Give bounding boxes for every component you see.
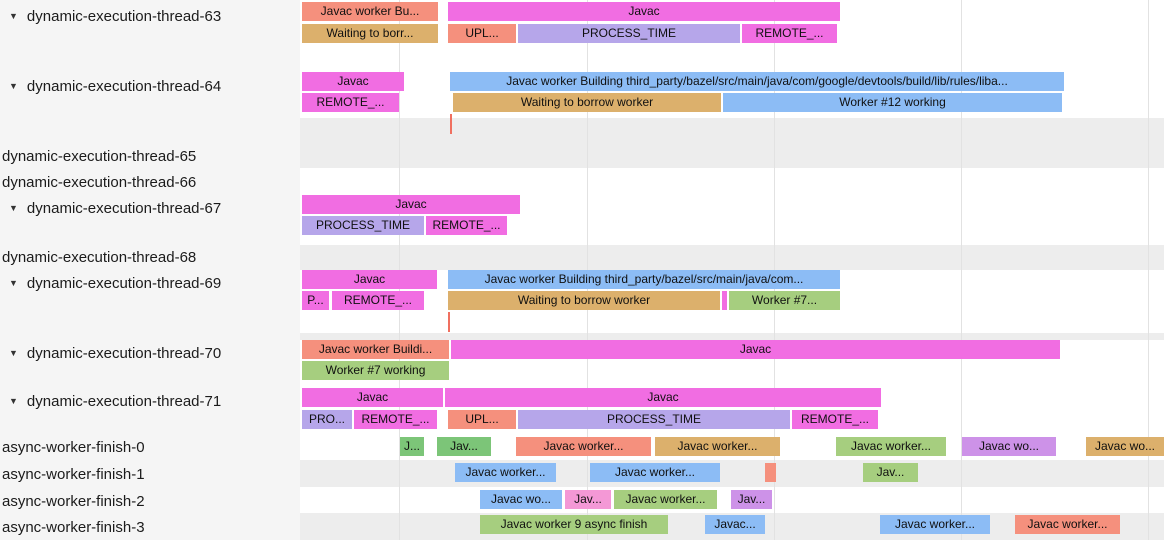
trace-event-bar[interactable]: Javac worker... bbox=[590, 463, 720, 482]
trace-instant-tick[interactable] bbox=[450, 114, 452, 134]
track-name: dynamic-execution-thread-64 bbox=[26, 77, 222, 95]
trace-event-bar[interactable]: Javac bbox=[451, 340, 1060, 359]
collapse-arrow-icon[interactable]: ▼ bbox=[9, 81, 18, 91]
collapse-arrow-icon[interactable]: ▼ bbox=[9, 396, 18, 406]
track-label[interactable]: ▼ dynamic-execution-thread-69 bbox=[0, 273, 298, 293]
track-name: async-worker-finish-2 bbox=[2, 492, 145, 510]
trace-event-bar[interactable]: Javac worker... bbox=[516, 437, 651, 456]
trace-event-bar[interactable]: PROCESS_TIME bbox=[518, 410, 790, 429]
trace-event-bar[interactable]: Javac... bbox=[705, 515, 765, 534]
trace-event-bar[interactable]: Javac bbox=[302, 72, 404, 91]
trace-event-bar[interactable]: Javac worker... bbox=[880, 515, 990, 534]
track-name: dynamic-execution-thread-65 bbox=[2, 147, 197, 165]
track-label: async-worker-finish-0 bbox=[0, 437, 300, 457]
timeline-gridline bbox=[1148, 0, 1149, 540]
trace-event-bar[interactable]: REMOTE_... bbox=[792, 410, 878, 429]
collapse-arrow-icon[interactable]: ▼ bbox=[9, 203, 18, 213]
trace-event-bar[interactable]: UPL... bbox=[448, 24, 516, 43]
trace-event-bar[interactable]: Javac bbox=[445, 388, 881, 407]
track-label: async-worker-finish-1 bbox=[0, 464, 300, 484]
trace-event-bar[interactable]: PRO... bbox=[302, 410, 352, 429]
track-name: dynamic-execution-thread-69 bbox=[26, 274, 222, 292]
trace-event-bar[interactable]: Javac worker... bbox=[836, 437, 946, 456]
track-label: dynamic-execution-thread-65 bbox=[0, 146, 300, 166]
track-label: dynamic-execution-thread-68 bbox=[0, 247, 300, 267]
trace-event-bar[interactable]: Javac worker... bbox=[655, 437, 780, 456]
trace-event-bar[interactable]: Jav... bbox=[731, 490, 772, 509]
trace-event-bar[interactable]: REMOTE_... bbox=[332, 291, 424, 310]
track-label: async-worker-finish-2 bbox=[0, 491, 300, 511]
track-label: async-worker-finish-3 bbox=[0, 517, 300, 537]
row-shading-band bbox=[300, 245, 1164, 270]
trace-event-bar[interactable]: Javac worker... bbox=[455, 463, 556, 482]
trace-event-bar[interactable]: Javac worker... bbox=[614, 490, 717, 509]
trace-event-bar[interactable]: Javac wo... bbox=[1086, 437, 1164, 456]
collapse-arrow-icon[interactable]: ▼ bbox=[9, 11, 18, 21]
trace-event-bar[interactable]: Worker #12 working bbox=[723, 93, 1062, 112]
track-label[interactable]: ▼ dynamic-execution-thread-63 bbox=[0, 6, 298, 26]
track-label[interactable]: ▼ dynamic-execution-thread-67 bbox=[0, 198, 298, 218]
trace-event-bar[interactable]: Javac worker Building third_party/bazel/… bbox=[448, 270, 840, 289]
track-label[interactable]: ▼ dynamic-execution-thread-71 bbox=[0, 391, 298, 411]
trace-event-bar[interactable]: Jav... bbox=[437, 437, 491, 456]
trace-event-bar[interactable]: Javac worker... bbox=[1015, 515, 1120, 534]
trace-event-bar[interactable]: Waiting to borrow worker bbox=[453, 93, 721, 112]
trace-event-bar[interactable]: Javac bbox=[302, 388, 443, 407]
trace-event-bar[interactable]: Javac worker Building third_party/bazel/… bbox=[450, 72, 1064, 91]
trace-event-bar[interactable]: Javac bbox=[448, 2, 840, 21]
trace-event-bar[interactable]: Jav... bbox=[565, 490, 611, 509]
trace-event-bar[interactable]: Waiting to borrow worker bbox=[448, 291, 720, 310]
row-shading-band bbox=[300, 118, 1164, 168]
track-name: async-worker-finish-1 bbox=[2, 465, 145, 483]
trace-instant-tick[interactable] bbox=[448, 312, 450, 332]
trace-event-bar[interactable]: Javac wo... bbox=[962, 437, 1056, 456]
collapse-arrow-icon[interactable]: ▼ bbox=[9, 278, 18, 288]
collapse-arrow-icon[interactable]: ▼ bbox=[9, 348, 18, 358]
track-label[interactable]: ▼ dynamic-execution-thread-70 bbox=[0, 343, 298, 363]
timeline-gridline bbox=[961, 0, 962, 540]
trace-event-bar[interactable]: REMOTE_... bbox=[354, 410, 437, 429]
trace-event-bar[interactable]: REMOTE_... bbox=[426, 216, 507, 235]
trace-event-bar[interactable]: Javac worker Bu... bbox=[302, 2, 438, 21]
trace-event-bar[interactable]: Worker #7... bbox=[729, 291, 840, 310]
trace-event-bar[interactable]: PROCESS_TIME bbox=[302, 216, 424, 235]
trace-event-bar[interactable]: J... bbox=[400, 437, 424, 456]
track-label[interactable]: ▼ dynamic-execution-thread-64 bbox=[0, 76, 298, 96]
row-shading-band bbox=[300, 460, 1164, 487]
trace-event-bar[interactable]: Javac worker 9 async finish bbox=[480, 515, 668, 534]
trace-event-bar[interactable]: PROCESS_TIME bbox=[518, 24, 740, 43]
trace-event-bar[interactable]: P... bbox=[302, 291, 329, 310]
track-name: dynamic-execution-thread-67 bbox=[26, 199, 222, 217]
track-name: dynamic-execution-thread-68 bbox=[2, 248, 197, 266]
track-label: dynamic-execution-thread-66 bbox=[0, 172, 300, 192]
row-shading-band bbox=[300, 333, 1164, 340]
trace-event-bar[interactable]: Javac wo... bbox=[480, 490, 562, 509]
trace-event-bar[interactable]: Jav... bbox=[863, 463, 918, 482]
trace-event-bar[interactable]: Javac bbox=[302, 195, 520, 214]
track-name: dynamic-execution-thread-63 bbox=[26, 7, 222, 25]
track-name: async-worker-finish-3 bbox=[2, 518, 145, 536]
track-name: dynamic-execution-thread-66 bbox=[2, 173, 197, 191]
track-name: dynamic-execution-thread-70 bbox=[26, 344, 222, 362]
trace-event-bar[interactable] bbox=[722, 291, 727, 310]
track-name: dynamic-execution-thread-71 bbox=[26, 392, 222, 410]
trace-event-bar[interactable] bbox=[765, 463, 776, 482]
trace-event-bar[interactable]: Javac worker Buildi... bbox=[302, 340, 449, 359]
trace-event-bar[interactable]: UPL... bbox=[448, 410, 516, 429]
trace-event-bar[interactable]: REMOTE_... bbox=[302, 93, 399, 112]
track-name: async-worker-finish-0 bbox=[2, 438, 145, 456]
trace-event-bar[interactable]: REMOTE_... bbox=[742, 24, 837, 43]
track-label-sidebar bbox=[0, 0, 300, 540]
trace-event-bar[interactable]: Javac bbox=[302, 270, 437, 289]
trace-event-bar[interactable]: Waiting to borr... bbox=[302, 24, 438, 43]
trace-event-bar[interactable]: Worker #7 working bbox=[302, 361, 449, 380]
